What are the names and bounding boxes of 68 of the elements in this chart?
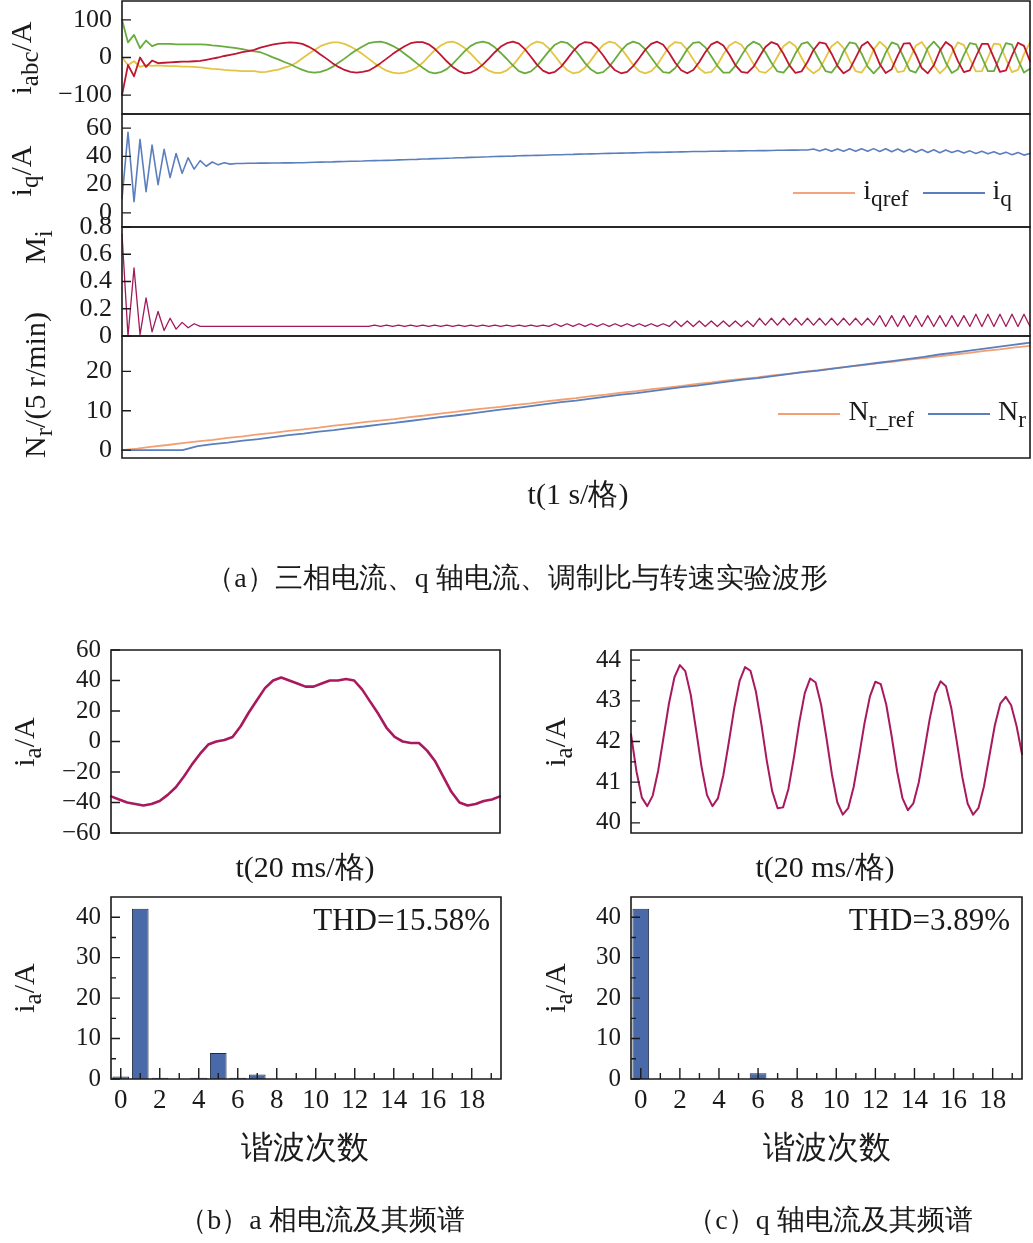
- y-tick-label: 10: [596, 1023, 621, 1051]
- y-tick-label: 40: [596, 807, 621, 835]
- x-axis-title: t(1 s/格): [527, 476, 629, 510]
- y-tick-label: 40: [86, 140, 112, 170]
- x-axis-title: 谐波次数: [241, 1129, 369, 1166]
- y-tick-label: −60: [61, 817, 101, 845]
- y-tick-label: 40: [76, 665, 101, 693]
- x-tick-label: 4: [712, 1084, 727, 1115]
- x-tick-label: 2: [153, 1084, 167, 1115]
- x-tick-label: 16: [419, 1084, 447, 1115]
- legend-label: i$_{qref}$: [863, 173, 909, 211]
- y-tick-label: 10: [76, 1023, 101, 1051]
- y-tick-label: 0: [608, 1063, 621, 1091]
- annotation: THD=15.58%: [313, 902, 490, 938]
- y-tick-label: −20: [61, 756, 101, 784]
- y-tick-label: 0.6: [79, 238, 112, 268]
- x-tick-label: 10: [302, 1084, 330, 1115]
- y-tick-label: 0: [99, 319, 112, 349]
- text: （c）q 轴电流及其频谱: [687, 1203, 973, 1236]
- text: （a）三相电流、q 轴电流、调制比与转速实验波形: [206, 561, 828, 594]
- x-tick-label: 12: [861, 1084, 889, 1115]
- y-tick-label: 30: [76, 942, 101, 970]
- y-tick-label: 20: [596, 982, 621, 1010]
- y-tick-label: 41: [596, 766, 621, 794]
- x-tick-label: 6: [751, 1084, 765, 1115]
- y-tick-label: 43: [596, 685, 621, 713]
- x-tick-label: 12: [341, 1084, 369, 1115]
- annotation: THD=3.89%: [848, 902, 1010, 938]
- y-tick-label: 40: [596, 901, 621, 929]
- x-tick-label: 0: [634, 1084, 648, 1115]
- y-tick-label: 60: [86, 111, 112, 141]
- y-tick-label: 20: [86, 168, 112, 198]
- y-tick-label: 0.2: [79, 292, 112, 322]
- y-tick-label: 60: [76, 634, 101, 662]
- y-tick-label: 0: [99, 433, 112, 463]
- legend-label: N$_{r}$: [997, 394, 1026, 432]
- y-tick-label: 20: [76, 982, 101, 1010]
- x-tick-label: 2: [673, 1084, 687, 1115]
- x-tick-label: 8: [790, 1084, 804, 1115]
- y-tick-label: 0: [88, 1063, 101, 1091]
- y-tick-label: −100: [58, 78, 112, 108]
- x-tick-label: 4: [192, 1084, 206, 1115]
- y-tick-label: 0: [99, 41, 112, 71]
- y-tick-label: 44: [596, 644, 622, 672]
- y-tick-label: 20: [86, 355, 112, 385]
- x-tick-label: 6: [231, 1084, 245, 1115]
- x-axis-title: t(20 ms/格): [235, 849, 375, 883]
- x-tick-label: 14: [900, 1084, 929, 1115]
- y-tick-label: 40: [76, 901, 101, 929]
- x-tick-label: 18: [979, 1084, 1007, 1115]
- x-tick-label: 18: [458, 1084, 486, 1115]
- legend-label: i$_{q}$: [992, 173, 1012, 211]
- legend-label: N$_{r_ref}$: [848, 394, 914, 432]
- x-tick-label: 14: [380, 1084, 408, 1115]
- x-axis-title: t(20 ms/格): [755, 849, 895, 883]
- y-tick-label: 0: [88, 726, 101, 754]
- y-tick-label: 20: [76, 695, 101, 723]
- y-tick-label: 30: [596, 942, 621, 970]
- y-tick-label: 10: [86, 394, 112, 424]
- y-tick-label: −40: [61, 787, 101, 815]
- y-tick-label: 0.4: [79, 265, 112, 295]
- x-tick-label: 10: [822, 1084, 850, 1115]
- x-tick-label: 8: [270, 1084, 284, 1115]
- y-tick-label: 100: [73, 3, 112, 33]
- x-tick-label: 16: [940, 1084, 968, 1115]
- x-axis-title: 谐波次数: [763, 1129, 891, 1166]
- text: （b）a 相电流及其频谱: [179, 1203, 465, 1236]
- y-tick-label: 42: [596, 726, 621, 754]
